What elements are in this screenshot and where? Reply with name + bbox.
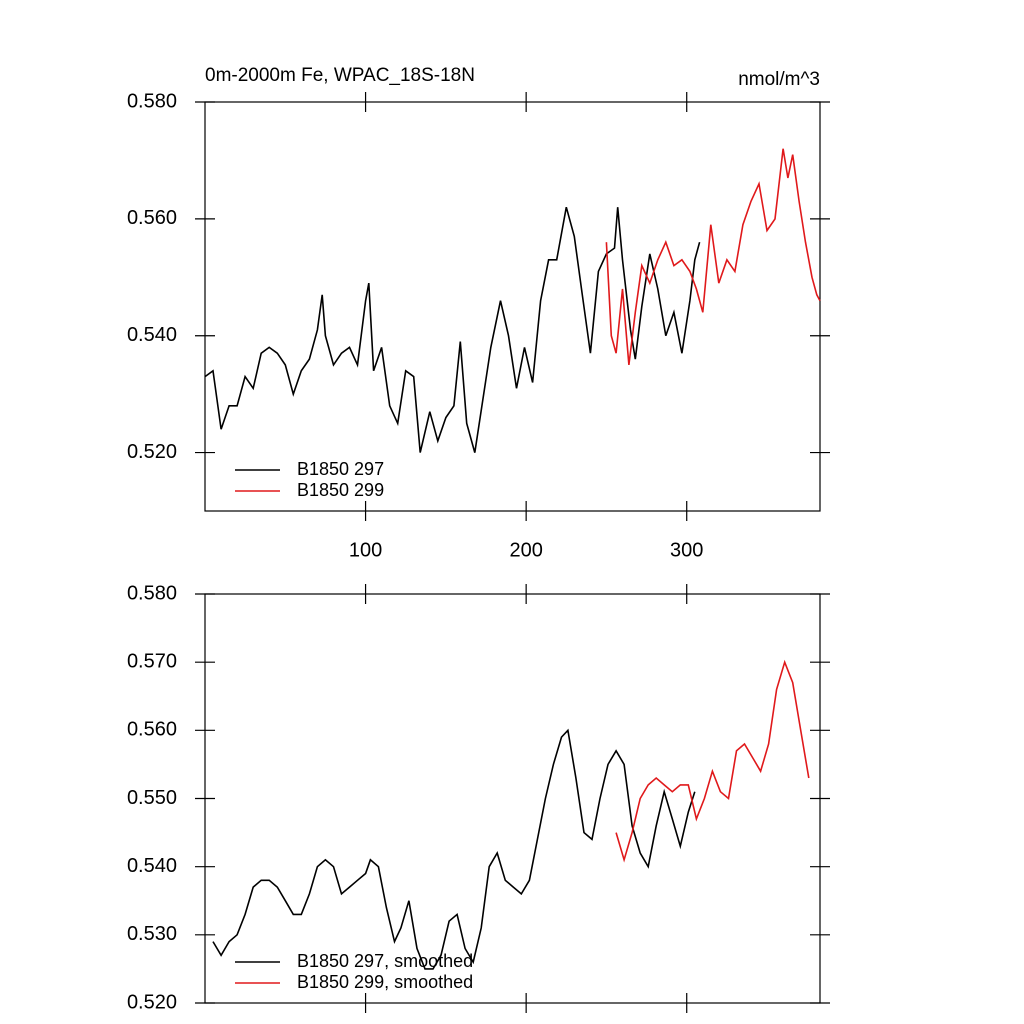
y-tick-label: 0.520 xyxy=(127,441,177,463)
y-tick-label: 0.550 xyxy=(127,787,177,809)
series-line xyxy=(212,728,696,970)
y-tick-label: 0.580 xyxy=(127,582,177,604)
x-tick-label: 300 xyxy=(670,539,703,561)
series-line xyxy=(204,206,701,453)
y-tick-label: 0.520 xyxy=(127,991,177,1013)
y-tick-label: 0.580 xyxy=(127,90,177,112)
y-tick-label: 0.530 xyxy=(127,923,177,945)
series-line xyxy=(605,148,821,365)
legend-label: B1850 299, smoothed xyxy=(297,972,473,992)
x-tick-label: 100 xyxy=(349,539,382,561)
y-tick-label: 0.560 xyxy=(127,719,177,741)
y-tick-label: 0.570 xyxy=(127,650,177,672)
chart-title: 0m-2000m Fe, WPAC_18S-18N xyxy=(205,65,475,86)
y-tick-label: 0.560 xyxy=(127,207,177,229)
unit-label: nmol/m^3 xyxy=(738,69,820,90)
x-tick-label: 200 xyxy=(509,539,542,561)
legend-label: B1850 297 xyxy=(297,459,384,479)
y-tick-label: 0.540 xyxy=(127,855,177,877)
legend-label: B1850 299 xyxy=(297,480,384,500)
series-line xyxy=(615,659,810,863)
legend-label: B1850 297, smoothed xyxy=(297,951,473,971)
y-tick-label: 0.540 xyxy=(127,324,177,346)
plot-frame xyxy=(204,101,821,512)
